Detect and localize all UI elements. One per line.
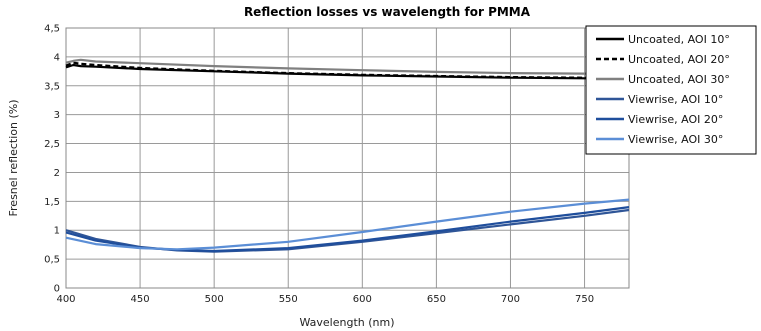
y-tick-labels: 0 0,5 1 1,5 2 2,5 3 3,5 4 4,5	[44, 24, 60, 295]
legend-label-6: Viewrise, AOI 30°	[628, 133, 723, 146]
chart-title: Reflection losses vs wavelength for PMMA	[244, 5, 531, 19]
legend-label-4: Viewrise, AOI 10°	[628, 93, 723, 106]
x-tick-label: 750	[575, 294, 594, 305]
x-tick-label: 400	[56, 294, 75, 305]
x-tick-label: 500	[205, 294, 224, 305]
x-tick-label: 650	[427, 294, 446, 305]
y-axis-label: Fresnel reflection (%)	[7, 100, 20, 217]
y-tick-label: 4,5	[44, 24, 60, 35]
y-tick-label: 0	[54, 284, 60, 295]
legend-label-3: Uncoated, AOI 30°	[628, 73, 730, 86]
series-line-2	[65, 61, 630, 80]
y-tick-label: 0,5	[44, 255, 60, 266]
y-tick-label: 3,5	[44, 81, 60, 92]
legend-label-2: Uncoated, AOI 20°	[628, 53, 730, 66]
legend: Uncoated, AOI 10° Uncoated, AOI 20° Uncoat…	[585, 25, 757, 155]
plot-border	[65, 27, 630, 289]
legend-label-5: Viewrise, AOI 20°	[628, 113, 723, 126]
legend-box	[585, 25, 757, 155]
legend-label-1: Uncoated, AOI 10°	[628, 33, 730, 46]
series-line-3	[65, 58, 630, 76]
y-tick-label: 1,5	[44, 197, 60, 208]
y-tick-label: 4	[54, 52, 60, 63]
y-tick-label: 2	[54, 168, 60, 179]
series-line-5	[65, 206, 630, 253]
x-axis-label: Wavelength (nm)	[299, 316, 394, 329]
x-tick-label: 450	[131, 294, 150, 305]
y-tick-label: 3	[54, 110, 60, 121]
y-tick-label: 1	[54, 226, 60, 237]
series-line-1	[65, 63, 630, 80]
series-line-4	[65, 208, 630, 253]
y-tick-label: 2,5	[44, 139, 60, 150]
x-tick-label: 550	[279, 294, 298, 305]
series-group	[65, 58, 630, 253]
x-tick-label: 700	[501, 294, 520, 305]
series-line-6	[65, 198, 630, 251]
x-tick-label: 600	[353, 294, 372, 305]
x-tick-labels: 400 450 500 550 600 650 700 750	[56, 294, 594, 305]
